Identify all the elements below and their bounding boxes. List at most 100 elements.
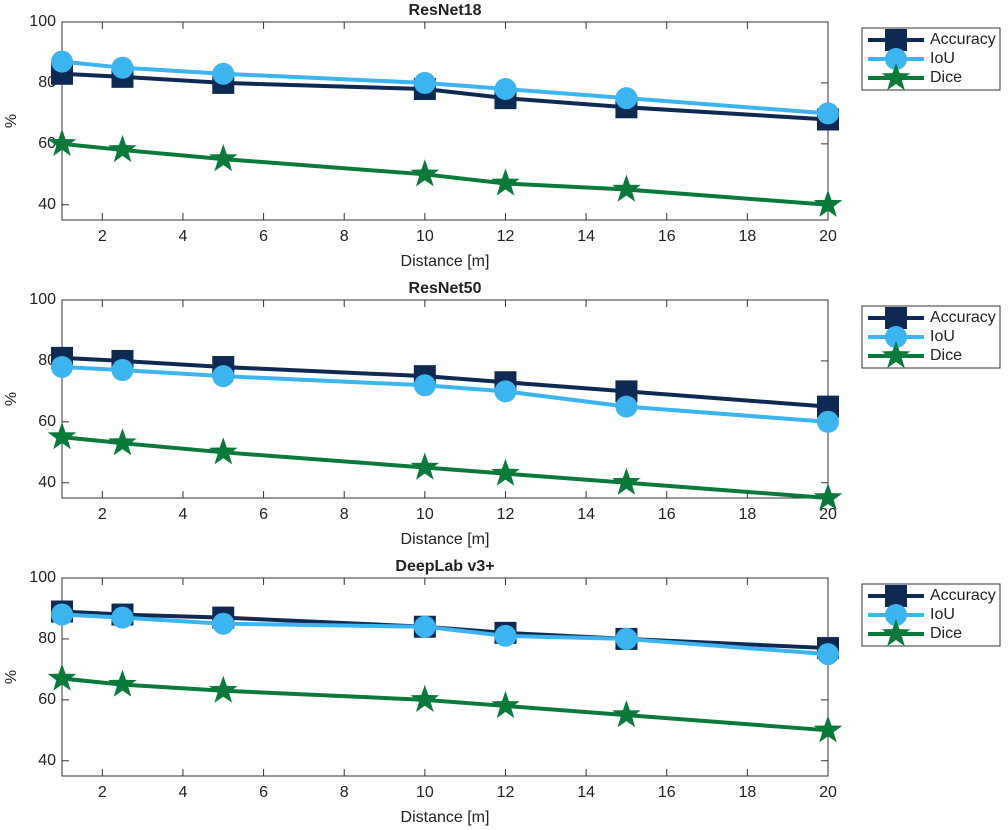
legend-label: Accuracy <box>930 587 996 604</box>
marker <box>410 159 440 187</box>
marker <box>494 624 517 647</box>
marker <box>612 467 641 495</box>
x-tick-label: 4 <box>178 784 187 801</box>
y-tick-label: 40 <box>38 196 56 213</box>
x-tick-label: 12 <box>497 506 515 523</box>
x-tick-label: 16 <box>658 228 676 245</box>
x-tick-label: 8 <box>340 784 349 801</box>
marker <box>817 643 839 666</box>
y-tick-label: 100 <box>29 291 56 308</box>
legend-label: IoU <box>930 328 955 345</box>
x-tick-label: 2 <box>98 506 107 523</box>
marker <box>885 29 907 51</box>
x-tick-label: 12 <box>497 784 515 801</box>
marker <box>209 144 238 172</box>
chart-title: DeepLab v3+ <box>395 558 494 575</box>
marker <box>111 359 134 382</box>
plot-area <box>61 21 829 221</box>
x-tick-label: 10 <box>416 228 434 245</box>
marker <box>817 102 839 125</box>
marker <box>885 326 907 348</box>
marker <box>209 437 238 465</box>
y-tick-label: 60 <box>38 135 56 152</box>
marker <box>111 606 134 629</box>
marker <box>885 604 907 626</box>
x-tick-label: 6 <box>259 228 268 245</box>
y-tick-label: 80 <box>38 630 56 647</box>
marker <box>47 128 77 156</box>
y-axis-label: % <box>3 392 20 406</box>
marker <box>212 62 235 85</box>
x-axis-label: Distance [m] <box>401 253 490 270</box>
marker <box>615 87 638 110</box>
y-axis-label: % <box>3 670 20 684</box>
y-tick-label: 100 <box>29 13 56 30</box>
marker <box>212 365 235 388</box>
marker <box>108 428 137 456</box>
x-axis-label: Distance [m] <box>401 809 490 826</box>
legend-label: IoU <box>930 606 955 623</box>
x-tick-label: 20 <box>819 506 837 523</box>
legend-label: Dice <box>930 69 962 86</box>
marker <box>491 690 520 719</box>
x-tick-label: 10 <box>416 784 434 801</box>
marker <box>209 675 238 703</box>
marker <box>413 374 436 397</box>
x-tick-label: 4 <box>178 228 187 245</box>
marker <box>885 585 907 607</box>
marker <box>881 341 911 369</box>
legend-label: Dice <box>930 347 962 364</box>
marker <box>615 627 638 650</box>
marker <box>615 395 638 418</box>
marker <box>413 615 436 638</box>
x-tick-label: 14 <box>577 506 595 523</box>
marker <box>612 700 641 728</box>
y-axis-label: % <box>3 114 20 128</box>
marker <box>491 458 520 486</box>
marker <box>212 612 235 635</box>
marker <box>885 307 907 329</box>
x-tick-label: 10 <box>416 506 434 523</box>
x-tick-label: 6 <box>259 506 268 523</box>
marker <box>813 715 843 743</box>
x-tick-label: 12 <box>497 228 515 245</box>
marker <box>615 380 638 403</box>
marker <box>817 410 839 433</box>
marker <box>47 663 77 691</box>
marker <box>813 189 843 217</box>
x-tick-label: 16 <box>658 784 676 801</box>
legend-label: Dice <box>930 625 962 642</box>
marker <box>612 174 641 202</box>
chart-title: ResNet18 <box>409 2 482 19</box>
marker <box>885 48 907 70</box>
x-tick-label: 14 <box>577 228 595 245</box>
marker <box>111 56 134 79</box>
x-tick-label: 18 <box>738 506 756 523</box>
x-tick-label: 6 <box>259 784 268 801</box>
marker <box>51 603 73 626</box>
x-tick-label: 2 <box>98 228 107 245</box>
x-tick-label: 8 <box>340 228 349 245</box>
x-tick-label: 16 <box>658 506 676 523</box>
marker <box>813 483 843 511</box>
legend-label: IoU <box>930 50 955 67</box>
marker <box>494 78 517 101</box>
marker <box>51 356 73 379</box>
x-tick-label: 20 <box>819 784 837 801</box>
y-tick-label: 100 <box>29 569 56 586</box>
marker <box>491 168 520 196</box>
marker <box>108 669 137 697</box>
y-tick-label: 60 <box>38 413 56 430</box>
x-tick-label: 18 <box>738 784 756 801</box>
marker <box>494 380 517 403</box>
marker <box>108 134 137 163</box>
marker <box>410 452 440 480</box>
marker <box>881 619 911 647</box>
marker <box>817 395 839 418</box>
x-tick-label: 14 <box>577 784 595 801</box>
y-tick-label: 40 <box>38 752 56 769</box>
x-tick-label: 20 <box>819 228 837 245</box>
marker <box>410 684 440 712</box>
x-tick-label: 18 <box>738 228 756 245</box>
